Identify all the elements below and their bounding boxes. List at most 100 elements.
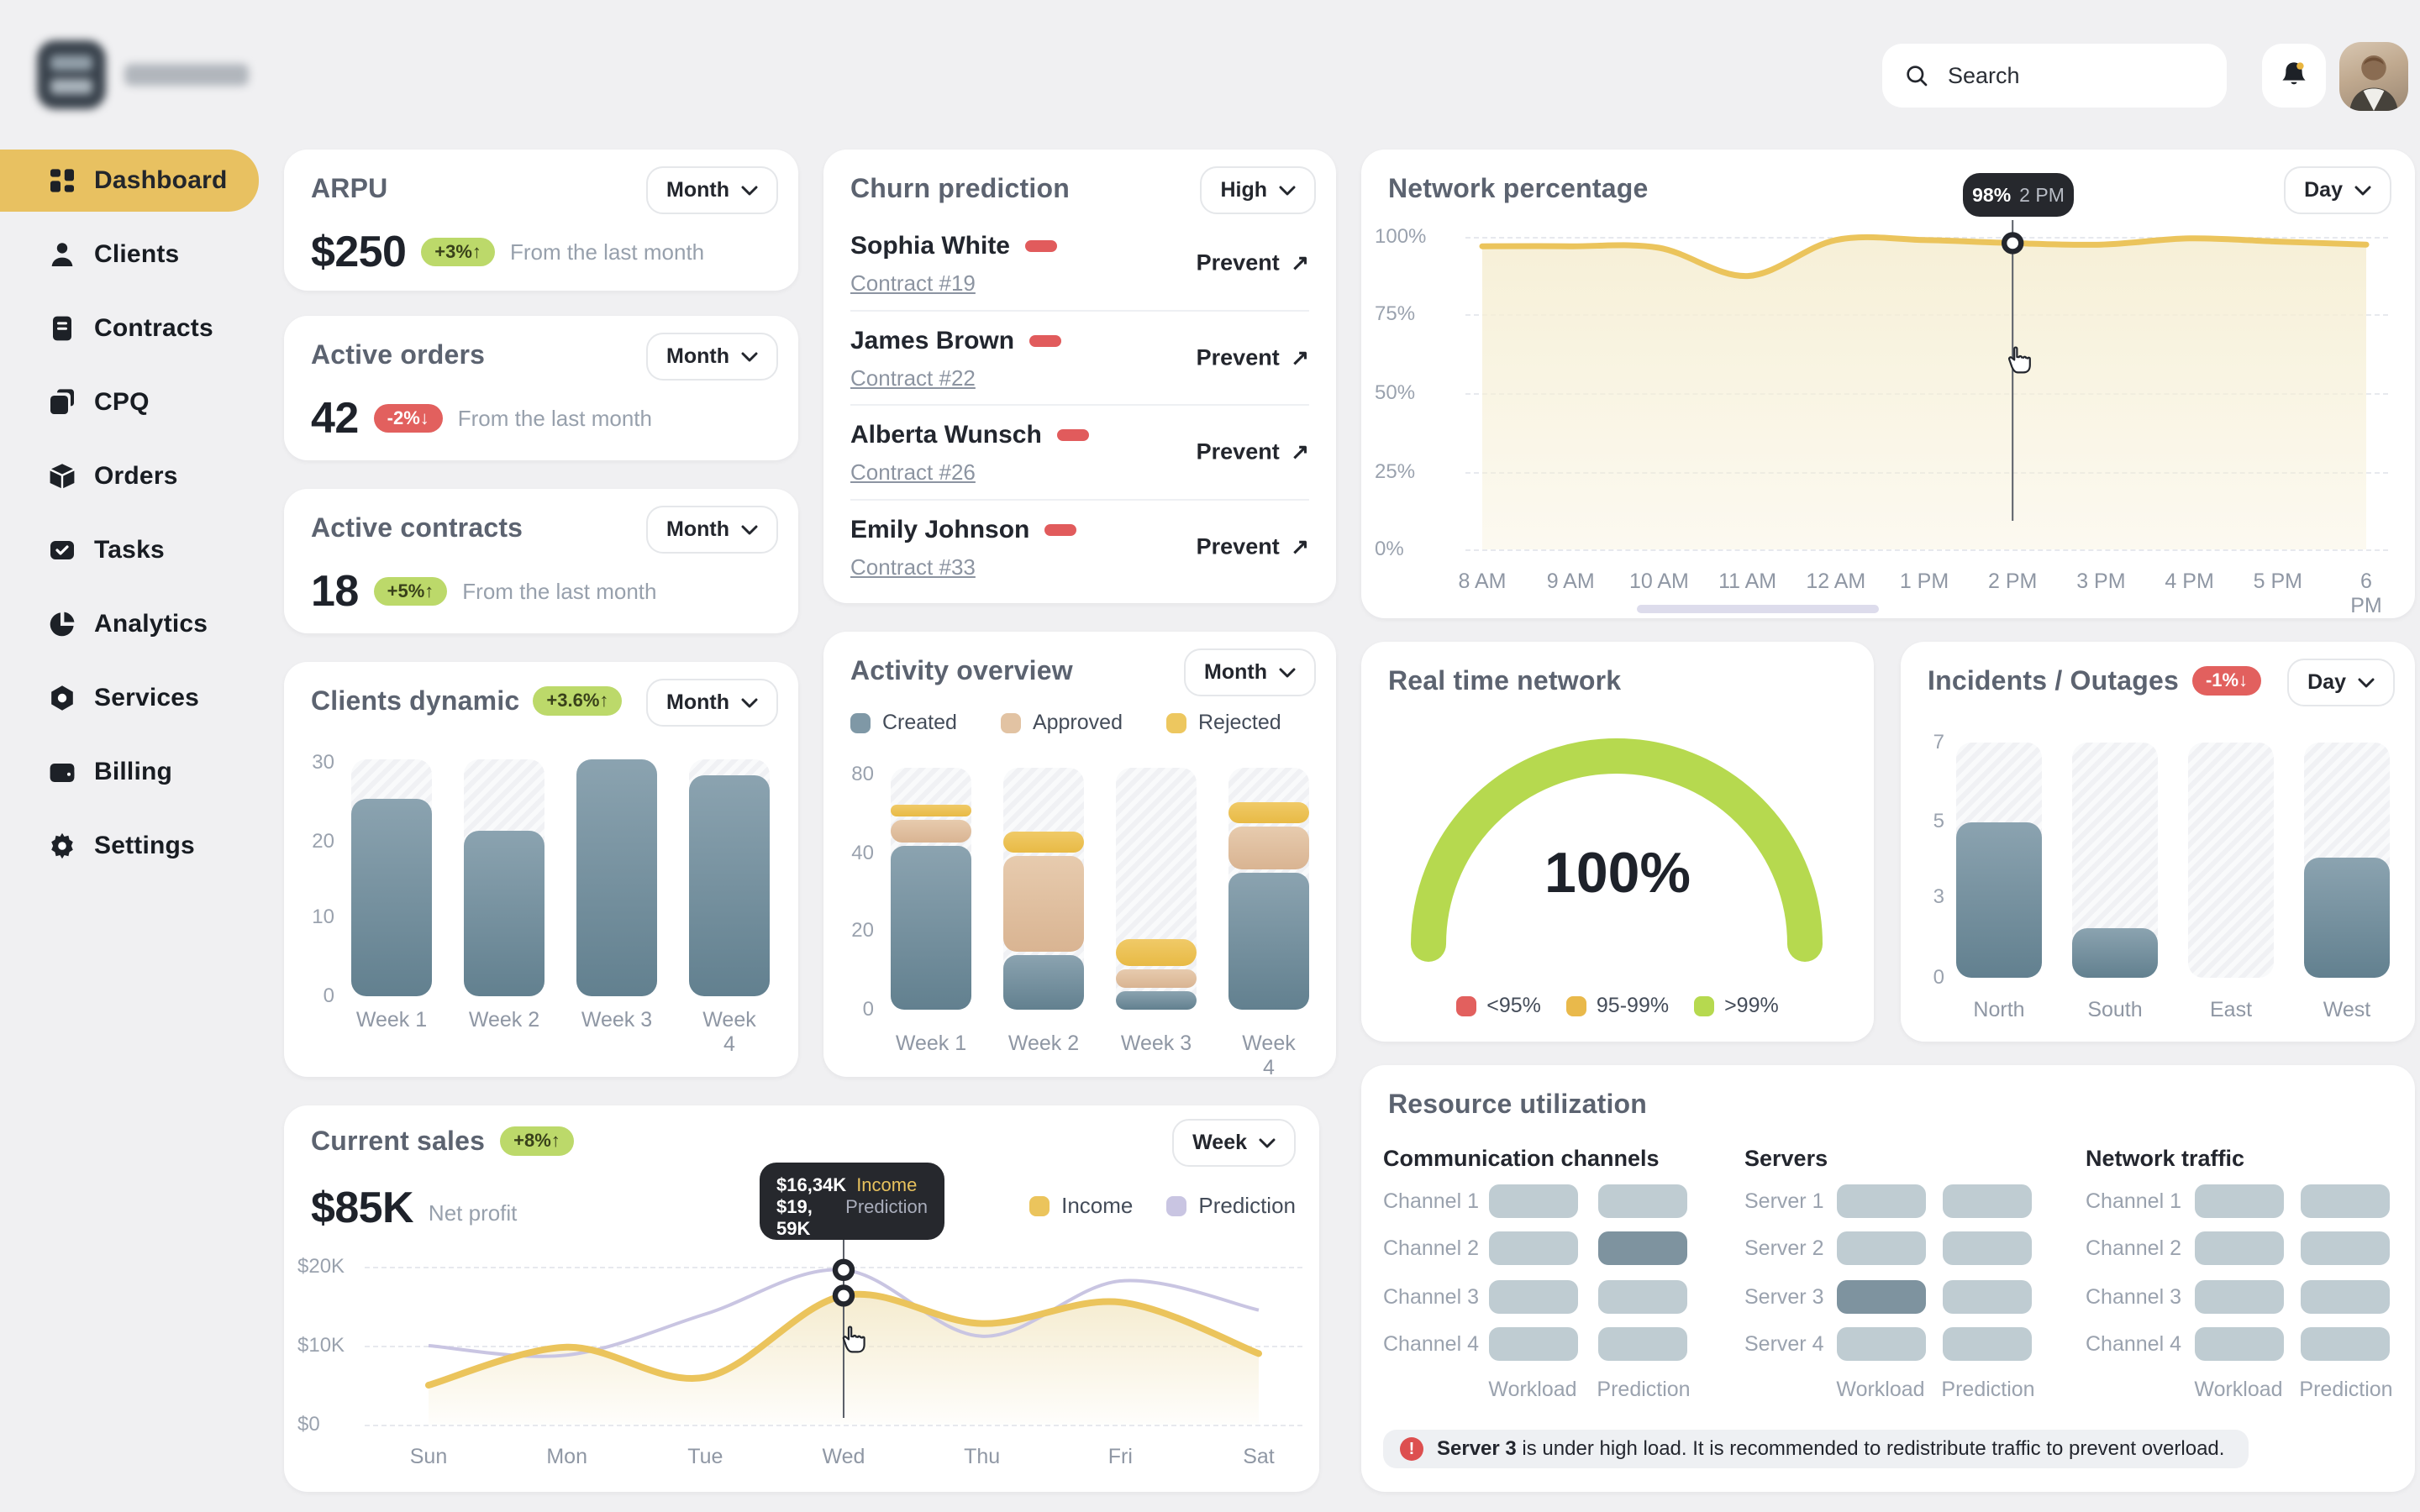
app-logo-text (124, 64, 249, 86)
prediction-line (428, 1268, 1260, 1358)
resource-cell-prediction (2301, 1184, 2390, 1218)
sidebar-item-tasks[interactable]: Tasks (0, 519, 259, 581)
trend-badge: +5%↑ (373, 576, 448, 606)
sidebar-item-settings[interactable]: Settings (0, 815, 259, 877)
sidebar-item-billing[interactable]: Billing (0, 741, 259, 803)
x-axis-label: 9 AM (1546, 570, 1595, 593)
chevron-down-icon (741, 525, 758, 534)
resource-row-label: Server 4 (1744, 1332, 1824, 1356)
resource-cell-workload (1489, 1184, 1578, 1218)
x-axis-label: Week 2 (468, 1008, 540, 1032)
income-line (425, 1290, 1262, 1389)
sidebar-item-label: Settings (94, 832, 195, 859)
resource-cell-prediction (1598, 1327, 1687, 1361)
arpu-card: ARPU Month $250 +3%↑ From the last month (284, 150, 798, 291)
arpu-period-dropdown[interactable]: Month (646, 166, 778, 214)
dropdown-value: Day (2304, 178, 2343, 202)
legend-label: Rejected (1197, 711, 1281, 734)
y-axis-tick: 0 (1933, 966, 1944, 989)
chevron-down-icon (2354, 186, 2371, 195)
legend-label: Created (882, 711, 957, 734)
prevent-button[interactable]: Prevent ↗ (1196, 249, 1309, 276)
contract-link[interactable]: Contract #26 (850, 459, 976, 485)
y-axis-tick: 0 (862, 998, 874, 1021)
sales-tooltip: $16,34K Income $19, 59K Prediction (760, 1163, 944, 1240)
clients-bar-chart: 30 20 10 0 Week 1 Week 2 Week 3 Week 4 (284, 662, 798, 1077)
tooltip-value: 98% (1972, 183, 2012, 206)
card-title: ARPU (311, 173, 388, 203)
network-tooltip: 98% 2 PM (1963, 173, 2074, 217)
alert-icon: ! (1400, 1437, 1423, 1461)
resource-cell-prediction (1943, 1327, 2032, 1361)
bar-segment-rejected (891, 805, 971, 816)
sidebar-item-contracts[interactable]: Contracts (0, 297, 259, 360)
prevent-button[interactable]: Prevent ↗ (1196, 344, 1309, 370)
resource-row-label: Channel 3 (2086, 1285, 2181, 1309)
sidebar-item-clients[interactable]: Clients (0, 223, 259, 286)
resource-column-label: Workload (1488, 1378, 1577, 1401)
legend-item: <95% (1456, 994, 1541, 1018)
contract-link[interactable]: Contract #22 (850, 365, 976, 391)
box-icon (47, 461, 77, 491)
gridline (1465, 472, 2388, 474)
search-bar[interactable] (1882, 44, 2227, 108)
resource-column-label: Prediction (2299, 1378, 2393, 1401)
tooltip-prediction-label: Prediction (845, 1196, 928, 1217)
gridline (1465, 549, 2388, 551)
activity-period-dropdown[interactable]: Month (1184, 648, 1316, 696)
contract-link[interactable]: Contract #19 (850, 270, 976, 296)
activity-legend: Created Approved Rejected (850, 711, 1281, 735)
client-name: Alberta Wunsch (850, 421, 1309, 449)
bar-track (2188, 743, 2274, 978)
contracts-period-dropdown[interactable]: Month (646, 506, 778, 554)
sales-period-dropdown[interactable]: Week (1172, 1119, 1296, 1167)
x-axis-label: 8 AM (1458, 570, 1507, 593)
x-axis-label: 6 PM (2350, 570, 2382, 617)
cursor-hand-icon (842, 1326, 865, 1353)
notifications-button[interactable] (2262, 44, 2326, 108)
sidebar-item-analytics[interactable]: Analytics (0, 593, 259, 655)
resource-cell-prediction (1943, 1231, 2032, 1265)
legend-item: 95-99% (1565, 994, 1669, 1018)
legend-swatch (1166, 1195, 1187, 1216)
sidebar-item-orders[interactable]: Orders (0, 445, 259, 507)
user-avatar[interactable] (2339, 42, 2408, 111)
horizontal-scrollbar[interactable] (1637, 605, 1879, 613)
incidents-period-dropdown[interactable]: Day (2287, 659, 2395, 706)
clients-period-dropdown[interactable]: Month (646, 679, 778, 727)
churn-row: Emily Johnson Contract #33 Prevent ↗ (850, 501, 1309, 594)
card-title: Clients dynamic (311, 685, 520, 716)
bar-track (1116, 768, 1197, 1010)
dropdown-value: Day (2307, 670, 2346, 694)
orders-period-dropdown[interactable]: Month (646, 333, 778, 381)
high-risk-indicator-icon (1044, 523, 1077, 536)
resource-group-title: Communication channels (1383, 1146, 1660, 1171)
sidebar-item-dashboard[interactable]: Dashboard (0, 150, 259, 212)
resource-cell-workload (2195, 1280, 2284, 1314)
sidebar-item-cpq[interactable]: CPQ (0, 371, 259, 433)
kpi-note: From the last month (457, 405, 652, 431)
network-period-dropdown[interactable]: Day (2284, 166, 2391, 214)
bar-clients (576, 759, 657, 996)
net-profit-value: $85K (311, 1184, 414, 1232)
bar-segment-rejected (1116, 939, 1197, 967)
resource-row-label: Channel 4 (2086, 1332, 2181, 1356)
x-axis-label: West (2323, 998, 2371, 1021)
dropdown-value: High (1220, 178, 1267, 202)
income-area (429, 1294, 1259, 1425)
contract-link[interactable]: Contract #33 (850, 554, 976, 580)
resource-cell-workload (2195, 1231, 2284, 1265)
x-axis-label: Week 2 (1007, 1032, 1080, 1055)
prevent-button[interactable]: Prevent ↗ (1196, 438, 1309, 465)
bar-incidents (2072, 928, 2158, 978)
prevent-button[interactable]: Prevent ↗ (1196, 533, 1309, 559)
client-name: Sophia White (850, 232, 1309, 260)
sidebar-item-services[interactable]: Services (0, 667, 259, 729)
dropdown-value: Month (666, 517, 729, 541)
x-axis-label: Week 4 (1242, 1032, 1296, 1079)
bar-segment-approved (891, 819, 971, 843)
resource-row-label: Channel 2 (1383, 1236, 1479, 1260)
active-orders-card: Active orders Month 42 -2%↓ From the las… (284, 316, 798, 460)
churn-filter-dropdown[interactable]: High (1200, 166, 1316, 214)
search-input[interactable] (1944, 60, 2205, 91)
